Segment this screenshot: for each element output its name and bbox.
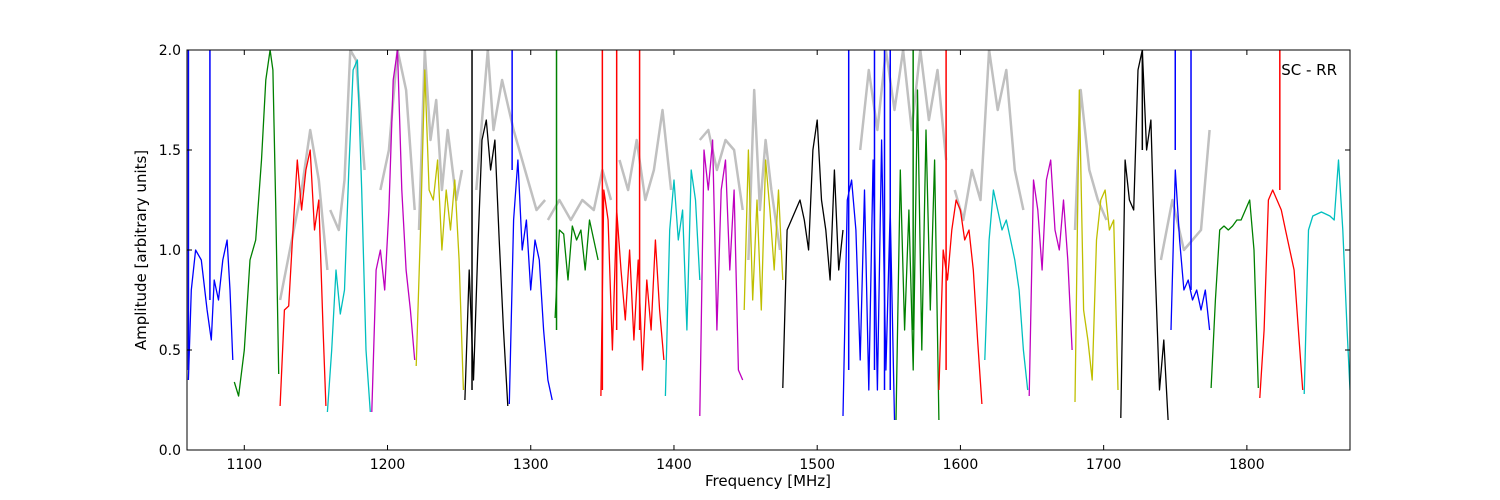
series-line-9 [600, 189, 665, 397]
x-tick-label: 1800 [1229, 457, 1265, 473]
series-line-5 [415, 69, 465, 391]
y-tick-label: 2.0 [159, 43, 181, 59]
series-layer [187, 50, 1350, 421]
series-line-12 [743, 149, 784, 311]
annotation-label: SC - RR [1281, 61, 1337, 79]
series-line-20 [1120, 50, 1169, 421]
series-line-19 [1074, 89, 1119, 403]
x-tick-label: 1100 [226, 457, 262, 473]
series-line-4 [371, 50, 416, 413]
y-tick-label: 0.5 [159, 343, 181, 359]
series-line-7 [508, 159, 553, 405]
reference-trace-12 [1159, 129, 1211, 261]
y-tick-label: 1.0 [159, 243, 181, 259]
x-tick-label: 1700 [1086, 457, 1122, 473]
series-line-13 [782, 119, 844, 389]
series-line-15 [895, 89, 940, 421]
series-line-14 [842, 139, 896, 421]
x-tick-label: 1200 [370, 457, 406, 473]
x-tick-label: 1600 [943, 457, 979, 473]
reference-trace-4 [475, 50, 547, 212]
reference-trace-6 [618, 108, 673, 202]
reference-trace-8 [747, 88, 782, 261]
series-line-18 [1028, 159, 1073, 397]
y-axis-label: Amplitude [arbitrary units] [132, 150, 150, 350]
ticks-layer: 1100 1200 1300 1400 1500 1600 1700 1800 0.0 0.5 1.… [159, 43, 1350, 473]
reference-trace-10 [953, 50, 1025, 222]
series-line-11 [699, 139, 744, 417]
y-tick-label: 1.5 [159, 143, 181, 159]
series-line-0 [187, 239, 234, 381]
series-line-3 [326, 59, 371, 413]
x-axis-label: Frequency [MHz] [705, 472, 831, 490]
series-line-8 [554, 219, 599, 319]
y-tick-label: 0.0 [159, 443, 181, 459]
series-line-17 [984, 189, 1029, 391]
series-line-1 [233, 50, 280, 397]
reference-trace-layer [278, 50, 1211, 301]
reference-trace-7 [698, 128, 744, 211]
x-tick-label: 1500 [799, 457, 835, 473]
x-tick-label: 1300 [513, 457, 549, 473]
series-line-10 [664, 169, 701, 397]
series-line-24 [1303, 159, 1350, 395]
reference-trace-0 [278, 128, 329, 301]
series-line-22 [1210, 199, 1259, 389]
series-line-23 [1259, 189, 1304, 399]
x-tick-label: 1400 [656, 457, 692, 473]
reference-trace-2 [379, 50, 416, 211]
series-line-2 [279, 149, 327, 407]
